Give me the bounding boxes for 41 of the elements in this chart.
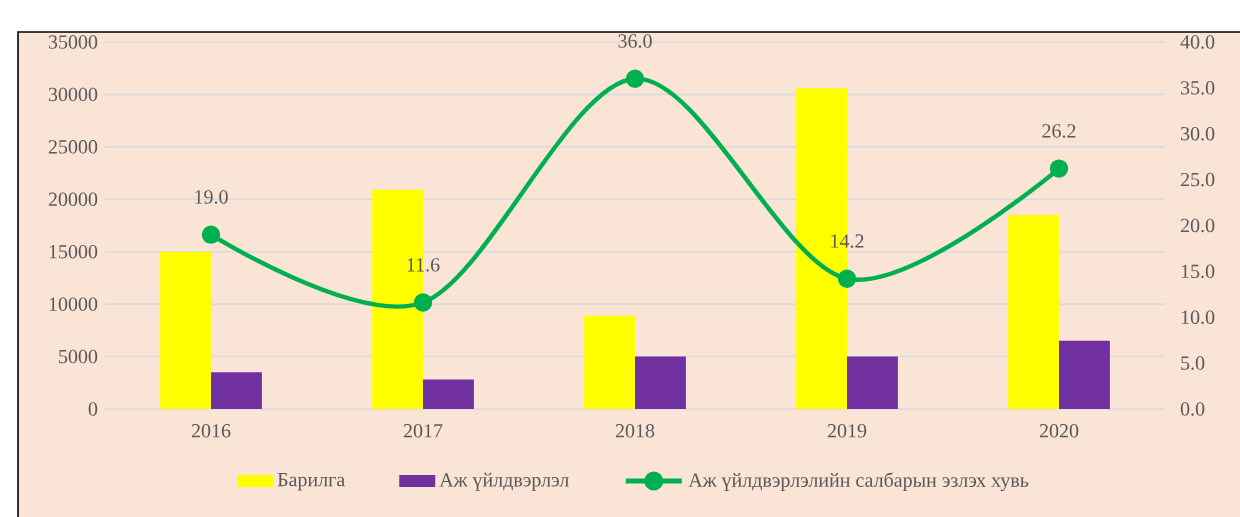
y-tick-label: 35000 bbox=[48, 35, 98, 49]
point bbox=[413, 293, 433, 312]
x-tick-label: 2018 bbox=[615, 424, 655, 438]
data-label: 26.2 bbox=[1042, 124, 1076, 138]
bar bbox=[423, 379, 474, 409]
x-tick-label: 2016 bbox=[191, 424, 231, 438]
bar bbox=[1059, 340, 1110, 409]
legend-label: Аж үйлдвэрлэл bbox=[439, 472, 569, 491]
point bbox=[625, 69, 645, 88]
y2-tick-label: 0.0 bbox=[1180, 402, 1205, 416]
y2-tick-label: 15.0 bbox=[1181, 264, 1215, 279]
x-tick-label: 2020 bbox=[1039, 424, 1079, 438]
bar bbox=[160, 251, 212, 409]
data-label: 36.0 bbox=[618, 34, 652, 48]
y2-tick-label: 5.0 bbox=[1181, 356, 1205, 370]
point bbox=[837, 269, 857, 288]
y-tick-label: 25000 bbox=[48, 140, 98, 154]
y-tick-label: 30000 bbox=[48, 87, 98, 102]
x-tick-label: 2017 bbox=[403, 424, 443, 438]
legend-label: Барилга bbox=[277, 473, 345, 491]
bar bbox=[847, 356, 898, 409]
y-tick-label: 5000 bbox=[59, 349, 98, 364]
y-tick-label: 10000 bbox=[49, 297, 98, 311]
y2-tick-label: 20.0 bbox=[1180, 218, 1215, 233]
legend-label: Аж үйлдвэрлэлийн салбарын эзлэх хувь bbox=[688, 472, 1029, 492]
y2-tick-label: 35.0 bbox=[1181, 81, 1215, 95]
y2-tick-label: 25.0 bbox=[1180, 172, 1215, 187]
bar bbox=[584, 315, 636, 409]
x-tick-label: 2019 bbox=[827, 424, 867, 438]
y-tick-label: 15000 bbox=[49, 244, 98, 259]
y-tick-label: 20000 bbox=[48, 192, 98, 207]
data-label: 19.0 bbox=[195, 190, 228, 204]
point bbox=[201, 225, 221, 244]
y2-tick-label: 10.0 bbox=[1181, 310, 1215, 325]
bar bbox=[635, 356, 686, 409]
bar bbox=[1008, 215, 1060, 409]
y2-tick-label: 40.0 bbox=[1180, 35, 1215, 49]
bar bbox=[211, 372, 262, 409]
y-tick-label: 0 bbox=[88, 402, 98, 416]
point bbox=[1049, 159, 1069, 178]
y2-tick-label: 30.0 bbox=[1181, 126, 1215, 141]
